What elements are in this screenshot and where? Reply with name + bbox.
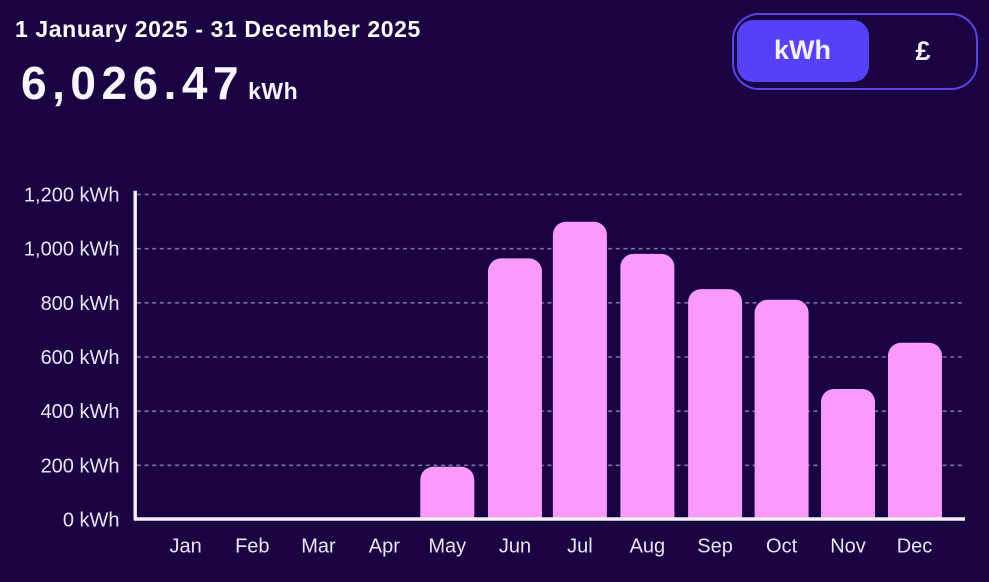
svg-text:Sep: Sep	[697, 535, 733, 557]
svg-text:Aug: Aug	[630, 535, 666, 557]
svg-text:800 kWh: 800 kWh	[41, 293, 120, 315]
svg-text:600 kWh: 600 kWh	[41, 347, 120, 369]
svg-text:Dec: Dec	[897, 535, 933, 557]
svg-text:May: May	[428, 535, 466, 557]
svg-text:Jun: Jun	[499, 535, 531, 557]
svg-text:400 kWh: 400 kWh	[41, 401, 120, 423]
svg-text:Jul: Jul	[567, 535, 593, 557]
svg-text:200 kWh: 200 kWh	[41, 455, 120, 477]
svg-text:Jan: Jan	[169, 535, 201, 557]
svg-text:Feb: Feb	[235, 535, 269, 557]
svg-text:1,200 kWh: 1,200 kWh	[24, 185, 120, 207]
svg-text:Mar: Mar	[301, 535, 336, 557]
svg-text:1,000 kWh: 1,000 kWh	[24, 239, 120, 261]
svg-text:Apr: Apr	[369, 535, 400, 557]
svg-text:0 kWh: 0 kWh	[63, 510, 120, 532]
svg-text:Nov: Nov	[830, 535, 866, 557]
svg-text:Oct: Oct	[766, 535, 798, 557]
